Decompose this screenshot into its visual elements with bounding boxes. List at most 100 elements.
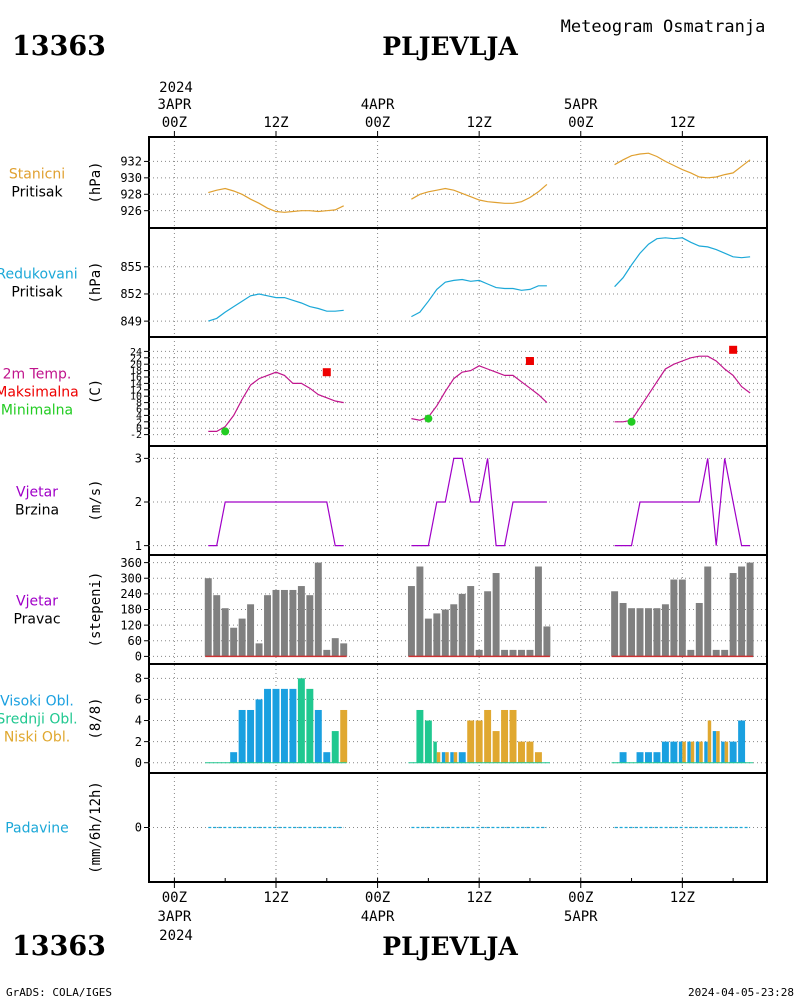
bottom-hour-label-1: 12Z	[263, 890, 288, 906]
cloud-low-bar-27	[492, 731, 500, 763]
temperature-y-tick-label-13: 24	[130, 347, 142, 358]
reduced-pressure-label-1: Pritisak	[11, 285, 63, 301]
precipitation-y-tick-label-0: 0	[135, 821, 142, 835]
cloud-low-bar-46	[716, 731, 720, 763]
chart-title: Meteogram Osmatranja	[561, 17, 766, 37]
bottom-date-label-0: 3APR	[158, 909, 192, 925]
cloud-high-bar-39	[653, 752, 661, 763]
cloud-cover-unit-label: (8/8)	[88, 697, 104, 739]
bottom-hour-label-2: 00Z	[365, 890, 390, 906]
cloud-high-bar-13	[314, 709, 322, 763]
bottom-date-label-4: 5APR	[564, 909, 598, 925]
station-pressure-label-0: Stanicni	[9, 167, 65, 183]
cloud-high-bar-9	[280, 688, 288, 763]
cloud-low-bar-44	[699, 741, 703, 763]
wind-direction-bar-34	[611, 591, 619, 657]
wind-direction-bar-35	[619, 602, 627, 657]
cloud-low-bar-42	[682, 741, 686, 763]
temperature-label-1: Maksimalna	[0, 385, 79, 401]
bottom-hour-label-5: 12Z	[670, 890, 695, 906]
wind-direction-bar-30	[518, 649, 525, 657]
station-name-top: PLJEVLJA	[382, 32, 518, 61]
cloud-high-bar-41	[670, 741, 678, 763]
cloud-low-bar-25	[475, 720, 483, 763]
top-hour-label-4: 00Z	[568, 115, 593, 131]
station-pressure-unit-label: (hPa)	[88, 161, 104, 203]
station-pressure-y-tick-label-3: 932	[120, 155, 142, 169]
temperature-max-point-2	[729, 345, 738, 354]
station-pressure-y-tick-label-0: 926	[120, 204, 142, 218]
wind-direction-bar-47	[721, 649, 729, 657]
wind-direction-bar-37	[636, 608, 644, 657]
cloud-high-bar-22	[450, 752, 454, 763]
cloud-cover-label-1: Srednji Obl.	[0, 712, 78, 728]
wind-speed-series-2	[614, 458, 751, 547]
precipitation-unit-label: (mm/6h/12h)	[88, 781, 104, 874]
cloud-low-bar-22	[453, 752, 458, 763]
wind-direction-bar-28	[501, 649, 509, 657]
wind-direction-bar-26	[484, 591, 492, 657]
cloud-cover-label-2: Niski Obl.	[4, 730, 70, 746]
bottom-date-label-2: 4APR	[361, 909, 395, 925]
cloud-high-bar-6	[255, 699, 263, 763]
temperature-min-point-0	[221, 427, 230, 436]
wind-direction-bar-33	[543, 626, 551, 657]
wind-direction-bar-40	[661, 604, 669, 657]
wind-direction-bar-50	[746, 562, 754, 657]
cloud-cover-y-tick-label-1: 2	[135, 735, 142, 749]
cloud-high-bar-40	[661, 741, 669, 763]
wind-speed-unit-label: (m/s)	[88, 479, 104, 521]
temperature-y-tick-label-0: -2	[130, 430, 142, 441]
wind-direction-bar-23	[458, 593, 466, 657]
cloud-high-bar-42	[678, 741, 683, 763]
wind-direction-bar-39	[653, 608, 661, 657]
cloud-low-bar-32	[534, 752, 542, 763]
wind-direction-bar-6	[255, 643, 263, 657]
top-hour-label-3: 12Z	[467, 115, 492, 131]
station-pressure-series-1	[411, 183, 548, 204]
wind-direction-y-tick-label-4: 240	[120, 587, 142, 601]
cloud-cover-y-tick-label-2: 4	[135, 714, 142, 728]
wind-direction-bar-46	[712, 649, 720, 657]
wind-direction-bar-22	[450, 604, 458, 657]
cloud-low-bar-26	[484, 709, 492, 763]
cloud-cover-label-0: Visoki Obl.	[0, 694, 74, 710]
cloud-high-bar-7	[264, 688, 271, 763]
wind-speed-panel-frame	[148, 445, 768, 556]
reduced-pressure-series-0	[208, 293, 344, 322]
station-pressure-panel-frame	[148, 136, 768, 229]
cloud-low-bar-29	[509, 709, 517, 763]
cloud-low-bar-31	[526, 741, 534, 763]
wind-direction-bar-17	[407, 586, 415, 657]
top-hour-label-2: 00Z	[365, 115, 390, 131]
wind-direction-bar-2	[221, 608, 229, 657]
reduced-pressure-series-2	[614, 237, 751, 288]
cloud-low-bar-45	[707, 720, 712, 763]
cloud-high-bar-8	[272, 688, 280, 763]
wind-direction-bar-32	[534, 566, 542, 657]
wind-direction-bar-42	[678, 579, 686, 657]
wind-direction-y-tick-label-3: 180	[120, 603, 142, 617]
cloud-mid-bar-12	[306, 688, 314, 763]
wind-direction-bar-8	[272, 589, 280, 657]
temperature-y-tick-label-10: 18	[130, 366, 142, 377]
cloud-high-bar-4	[238, 709, 246, 763]
bottom-hour-label-4: 00Z	[568, 890, 593, 906]
temperature-y-tick-label-8: 14	[130, 379, 142, 390]
top-year-label: 2024	[159, 80, 193, 96]
bottom-hour-label-0: 00Z	[162, 890, 187, 906]
cloud-low-bar-43	[690, 741, 695, 763]
wind-direction-bar-49	[738, 566, 746, 657]
temperature-series-2	[614, 355, 751, 423]
reduced-pressure-unit-label: (hPa)	[88, 261, 104, 303]
temperature-y-tick-label-6: 10	[130, 392, 142, 403]
wind-direction-bar-31	[526, 649, 534, 657]
temperature-y-tick-label-1: 0	[136, 424, 142, 435]
wind-direction-bar-20	[433, 613, 441, 657]
cloud-cover-y-tick-label-0: 0	[135, 756, 142, 770]
cloud-low-bar-21	[445, 752, 449, 763]
cloud-low-bar-16	[340, 709, 348, 763]
wind-direction-bar-27	[492, 573, 500, 657]
temperature-series-1	[411, 365, 548, 421]
station-pressure-series-2	[614, 152, 751, 179]
